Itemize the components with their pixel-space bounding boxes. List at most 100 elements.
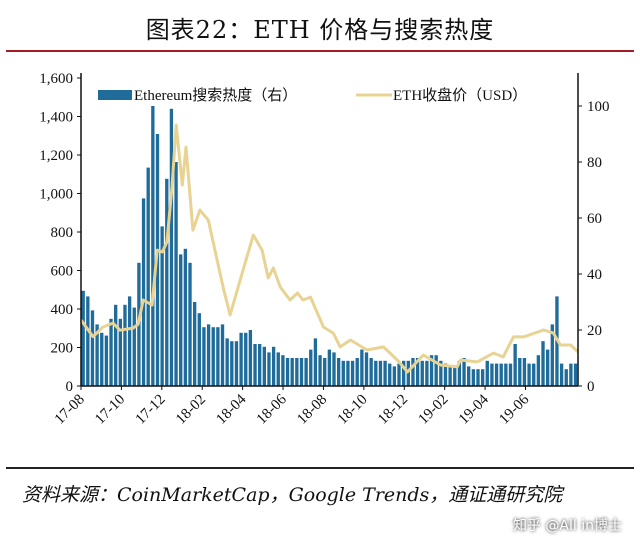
x-tick-label: 19-04 (456, 391, 492, 427)
title-divider (6, 50, 634, 52)
search-bar (114, 304, 118, 386)
search-bar (443, 363, 448, 386)
search-bar (132, 307, 136, 386)
search-bar (234, 341, 239, 386)
legend-bar-label: Ethereum搜索热度（右） (134, 87, 297, 104)
search-bar (276, 352, 280, 386)
search-bar (309, 349, 313, 386)
search-bar (350, 360, 355, 386)
x-tick-label: 18-10 (335, 392, 371, 428)
left-tick-label: 1,600 (39, 71, 73, 87)
legend-line-label: ETH收盘价（USD） (393, 86, 527, 104)
x-tick-label: 18-06 (254, 391, 290, 427)
search-bar (336, 358, 341, 386)
left-tick-label: 400 (51, 302, 74, 318)
chart: 0 200 400 600 800 1,000 1,200 1,400 1,600 0 20 40 60… (39, 71, 610, 428)
search-bar (564, 369, 568, 386)
search-bar (151, 106, 155, 386)
search-bar (285, 358, 290, 386)
search-bar (220, 324, 225, 386)
source-note: 资料来源：CoinMarketCap，Google Trends，通证通研究院 (22, 484, 563, 506)
search-bar (332, 352, 336, 386)
search-bar (253, 344, 257, 386)
search-bar (448, 366, 452, 386)
x-tick-label: 18-12 (375, 392, 411, 428)
search-bar (318, 355, 322, 386)
search-bar (494, 363, 499, 386)
left-tick-label: 1,000 (39, 187, 73, 203)
right-tick-label: 60 (587, 211, 602, 227)
search-bar (323, 358, 327, 386)
search-bar (206, 324, 211, 386)
search-bar (504, 363, 508, 386)
search-bar (341, 360, 345, 386)
search-bar (248, 330, 253, 386)
search-bar (304, 358, 308, 386)
search-bar (169, 108, 174, 387)
search-bar (388, 363, 392, 386)
search-bar (522, 358, 527, 386)
search-bar (545, 349, 550, 386)
search-bar (202, 327, 206, 386)
left-tick-label: 0 (66, 379, 74, 395)
search-bar (374, 360, 378, 386)
left-tick-label: 200 (51, 341, 74, 357)
search-bar (425, 360, 429, 386)
x-tick-label: 18-02 (173, 392, 209, 428)
x-tick-label: 18-08 (294, 392, 330, 428)
left-tick-label: 1,400 (39, 110, 73, 126)
search-bar (146, 167, 150, 386)
x-tick-label: 18-04 (213, 391, 249, 427)
left-tick-label: 1,200 (39, 148, 73, 164)
search-bar (165, 178, 169, 386)
search-bar (369, 358, 373, 386)
search-bar (271, 346, 276, 386)
search-bar (397, 363, 401, 386)
search-bar (192, 302, 197, 386)
search-bar (267, 352, 271, 386)
search-bar (508, 363, 513, 386)
search-bar (123, 304, 127, 386)
search-bar (81, 290, 85, 386)
search-bar (429, 355, 434, 386)
search-bar (360, 349, 364, 386)
search-bar (550, 324, 554, 386)
search-bar (476, 369, 480, 386)
search-bar (188, 262, 192, 386)
search-bar (573, 363, 578, 386)
search-bar (290, 358, 294, 386)
search-bar (457, 360, 462, 386)
search-bar (179, 254, 183, 386)
right-tick-label: 80 (587, 155, 602, 171)
x-tick-label: 17-08 (52, 392, 88, 428)
search-bar (536, 355, 541, 386)
search-bar (406, 360, 410, 386)
search-bar (281, 355, 285, 386)
search-bar (127, 296, 132, 386)
x-tick-label: 19-06 (496, 391, 532, 427)
search-bar (513, 344, 517, 386)
search-bar (109, 318, 113, 386)
search-bar (174, 162, 178, 386)
search-bar (86, 296, 90, 386)
search-bar (364, 352, 369, 386)
x-tick-label: 19-02 (415, 392, 451, 428)
search-bar (295, 358, 299, 386)
eth-price-line (79, 123, 580, 374)
search-bar (225, 338, 229, 386)
search-bar (490, 363, 494, 386)
right-tick-label: 20 (587, 323, 602, 339)
search-bar (230, 341, 234, 386)
search-bar (480, 369, 485, 386)
search-bar (216, 327, 220, 386)
search-bar (118, 318, 123, 386)
search-bar (485, 360, 489, 386)
search-bar (239, 332, 243, 386)
search-bar (527, 363, 531, 386)
search-bar (401, 360, 406, 386)
watermark-credit: 知乎 @All in博士 (512, 518, 622, 534)
search-bar (383, 360, 387, 386)
search-bar (453, 366, 457, 386)
search-bar (327, 349, 332, 386)
right-tick-label: 100 (587, 99, 610, 115)
